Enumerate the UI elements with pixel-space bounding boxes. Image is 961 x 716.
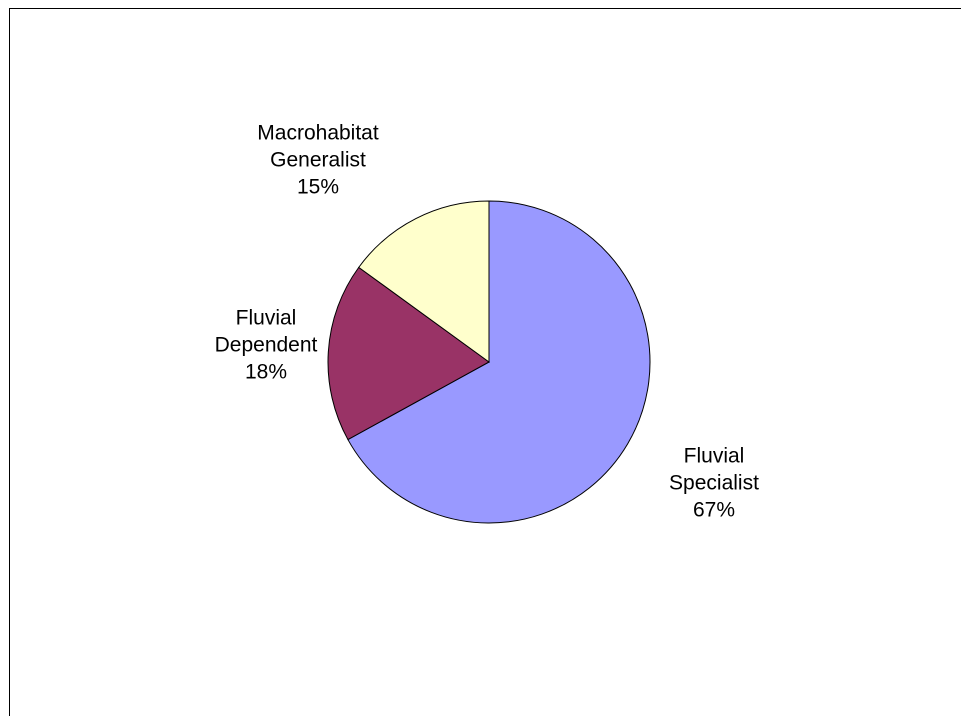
pie-slice: [358, 200, 490, 363]
pie-slice: [327, 266, 490, 441]
pie-slice: [347, 200, 651, 524]
category-label: Fluvial Specialist: [669, 444, 759, 495]
category-label: Macrohabitat Generalist: [257, 121, 379, 172]
value-label: 18%: [244, 360, 288, 384]
slice-label: Fluvial Dependent 18%: [191, 305, 341, 386]
value-label: 67%: [692, 498, 736, 522]
slice-label: Macrohabitat Generalist 15%: [243, 120, 393, 201]
value-label: 15%: [296, 175, 340, 199]
category-label: Fluvial Dependent: [214, 306, 318, 357]
slice-label: Fluvial Specialist 67%: [639, 443, 789, 524]
